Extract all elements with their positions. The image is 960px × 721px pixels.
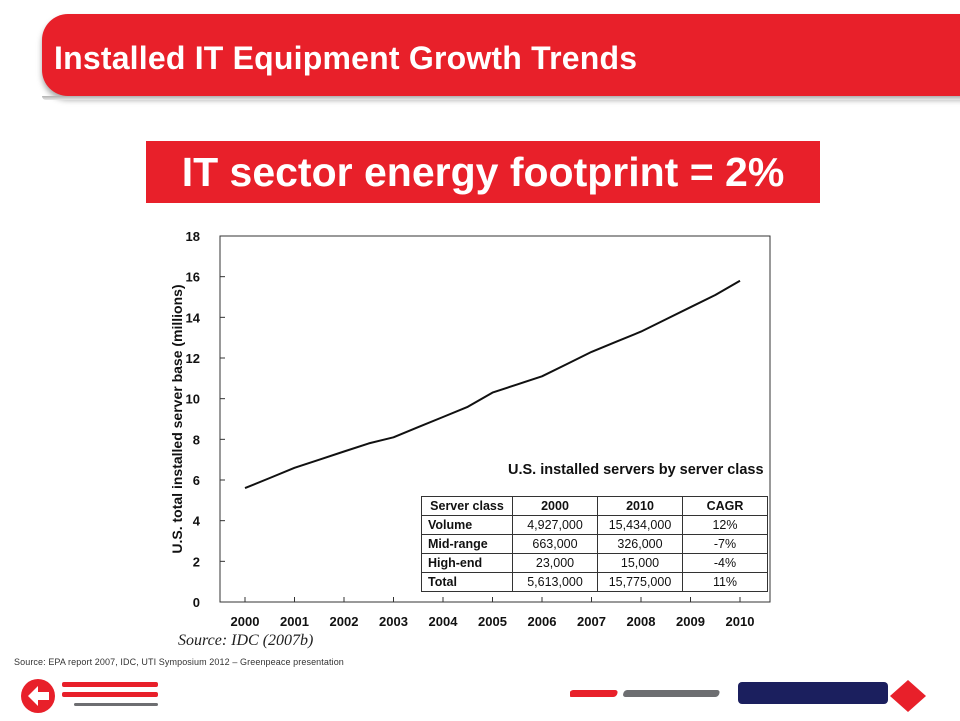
y-tick-label: 14: [186, 310, 201, 325]
row-label: Total: [421, 572, 513, 592]
x-tick-label: 2002: [330, 614, 359, 629]
cell-2010: 326,000: [597, 534, 683, 554]
header-cagr: CAGR: [682, 496, 768, 516]
table-row: Volume 4,927,000 15,434,000 12%: [421, 515, 768, 535]
x-tick-label: 2005: [478, 614, 507, 629]
x-tick-label: 2006: [528, 614, 557, 629]
bank-logo: [569, 676, 930, 716]
cell-2010: 15,434,000: [597, 515, 683, 535]
y-tick-label: 4: [193, 514, 201, 529]
cell-cagr: -4%: [682, 553, 768, 573]
plot-frame: [219, 235, 771, 603]
inset-table: Server class 2000 2010 CAGR Volume 4,927…: [421, 496, 768, 592]
cell-2010: 15,775,000: [597, 572, 683, 592]
inset-table-title: U.S. installed servers by server class: [508, 462, 764, 478]
row-label: High-end: [421, 553, 513, 573]
x-tick-label: 2001: [280, 614, 309, 629]
cell-2000: 4,927,000: [512, 515, 598, 535]
x-tick-label: 2009: [676, 614, 705, 629]
header-server-class: Server class: [421, 496, 513, 516]
headline-text: IT sector energy footprint = 2%: [181, 149, 785, 195]
chart-source-note: Source: IDC (2007b): [178, 632, 314, 649]
y-tick-label: 8: [193, 432, 200, 447]
x-tick-label: 2007: [577, 614, 606, 629]
header-2000: 2000: [512, 496, 598, 516]
x-tick-label: 2010: [726, 614, 755, 629]
cell-cagr: 11%: [682, 572, 768, 592]
chart-svg: 0 2 4 6 8 10 12 14 16 18 2000 2001 2002 2003 2004 2005 2…: [169, 229, 771, 629]
y-tick-label: 12: [186, 351, 200, 366]
header-2010: 2010: [597, 496, 683, 516]
y-tick-label: 18: [186, 229, 200, 244]
series-line: [244, 279, 741, 490]
server-base-chart: 0 2 4 6 8 10 12 14 16 18 2000 2001 2002 2003 2004 2005 2…: [160, 218, 780, 658]
cell-cagr: -7%: [682, 534, 768, 554]
arrow-badge-icon: [21, 679, 158, 713]
inset-table-header-row: Server class 2000 2010 CAGR: [421, 496, 768, 516]
x-tick-label: 2003: [379, 614, 408, 629]
cell-2010: 15,000: [597, 553, 683, 573]
red-diamond-icon: [890, 680, 926, 712]
cell-cagr: 12%: [682, 515, 768, 535]
headline-box: IT sector energy footprint = 2%: [146, 141, 820, 203]
table-row: Total 5,613,000 15,775,000 11%: [421, 572, 768, 592]
title-banner: Installed IT Equipment Growth Trends: [42, 14, 960, 100]
row-label: Volume: [421, 515, 513, 535]
division-logo: [18, 676, 168, 716]
cell-2000: 23,000: [512, 553, 598, 573]
cell-2000: 5,613,000: [512, 572, 598, 592]
cell-2000: 663,000: [512, 534, 598, 554]
row-label: Mid-range: [421, 534, 513, 554]
table-row: Mid-range 663,000 326,000 -7%: [421, 534, 768, 554]
x-tick-label: 2000: [231, 614, 260, 629]
slide-title: Installed IT Equipment Growth Trends: [54, 40, 638, 76]
y-tick-label: 0: [193, 595, 200, 610]
y-tick-label: 6: [193, 473, 200, 488]
y-axis-label: U.S. total installed server base (millio…: [169, 284, 185, 553]
y-tick-label: 2: [193, 554, 200, 569]
footer-source: Source: EPA report 2007, IDC, UTI Sympos…: [14, 657, 344, 667]
y-tick-label: 10: [186, 392, 200, 407]
y-tick-label: 16: [186, 270, 200, 285]
x-tick-label: 2008: [627, 614, 656, 629]
table-row: High-end 23,000 15,000 -4%: [421, 553, 768, 573]
bank-logo-graphic: [569, 680, 926, 712]
x-tick-label: 2004: [429, 614, 459, 629]
